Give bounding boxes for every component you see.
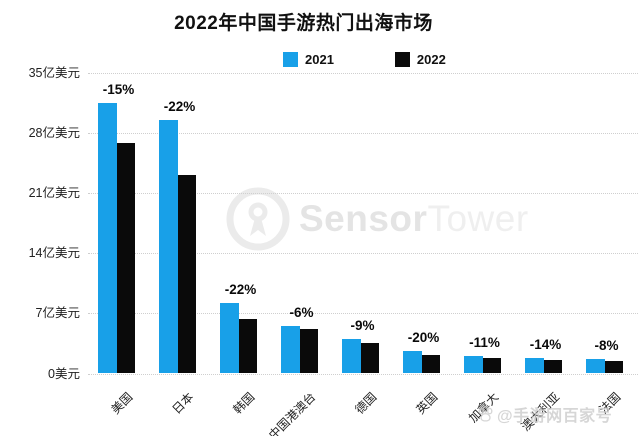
chart-legend: 2021 2022	[283, 52, 446, 67]
x-axis-tick-label: 法国	[596, 389, 624, 417]
bar-2021-1	[159, 120, 178, 374]
y-axis-tick-label: 35亿美元	[28, 66, 80, 80]
bar-2021-4	[342, 339, 361, 374]
bar-2022-0	[116, 142, 135, 374]
y-axis-tick-label: 14亿美元	[28, 246, 80, 261]
legend-item-2021: 2021	[283, 52, 334, 67]
change-pct-label: -22%	[163, 99, 196, 115]
legend-label-2022: 2022	[416, 52, 446, 67]
bar-2022-2	[238, 318, 257, 374]
grid-line	[88, 73, 638, 74]
bar-2022-7	[543, 360, 562, 374]
bar-2021-5	[403, 351, 422, 374]
x-axis-tick-label: 英国	[413, 389, 441, 417]
bar-2022-6	[482, 358, 501, 374]
bar-2021-2	[220, 303, 239, 374]
sensortower-watermark: SensorTower	[225, 186, 529, 252]
change-pct-label: -15%	[102, 82, 135, 98]
grid-line	[88, 313, 638, 315]
change-pct-label: -22%	[224, 282, 257, 298]
change-pct-label: -11%	[469, 335, 500, 351]
y-axis-tick-label: 28亿美元	[28, 126, 80, 141]
bar-2022-1	[177, 175, 196, 374]
grid-line	[88, 193, 638, 195]
y-axis-tick-label: 7亿美元	[35, 306, 80, 321]
legend-swatch-2021	[283, 52, 298, 67]
x-axis-tick-label: 德国	[352, 389, 380, 417]
bar-2021-6	[464, 356, 483, 374]
bar-2022-5	[421, 355, 440, 374]
bar-2022-8	[604, 360, 623, 374]
chart-title: 2022年中国手游热门出海市场	[174, 13, 433, 34]
x-axis-tick-label: 韩国	[230, 389, 258, 417]
x-axis-tick-label: 日本	[169, 389, 197, 417]
x-axis-tick-label: 美国	[108, 389, 136, 417]
bar-2022-4	[360, 342, 379, 374]
bar-2021-0	[98, 103, 117, 374]
change-pct-label: -14%	[529, 336, 562, 352]
y-axis-tick-label: 0美元	[48, 366, 80, 381]
x-axis-tick-label: 澳大利亚	[518, 389, 563, 434]
change-pct-label: -20%	[407, 330, 440, 346]
change-pct-label: -8%	[594, 338, 619, 354]
sensortower-wordmark: SensorTower	[299, 198, 529, 239]
change-pct-label: -9%	[350, 318, 375, 334]
grid-line	[88, 373, 638, 375]
grid-line	[88, 133, 638, 135]
x-axis-tick-label: 中国港澳台	[266, 389, 319, 436]
change-pct-label: -6%	[289, 305, 314, 321]
legend-item-2022: 2022	[394, 52, 446, 67]
bar-2021-7	[525, 357, 544, 374]
y-axis-tick-label: 21亿美元	[28, 186, 80, 201]
legend-label-2021: 2021	[305, 52, 334, 67]
x-axis-tick-label: 加拿大	[466, 389, 502, 426]
bar-2021-3	[281, 326, 300, 374]
bar-2021-8	[586, 359, 605, 374]
legend-swatch-2022	[394, 52, 410, 67]
grid-line	[88, 253, 638, 255]
sensortower-logo-icon	[226, 187, 290, 251]
bar-2022-3	[299, 329, 318, 374]
